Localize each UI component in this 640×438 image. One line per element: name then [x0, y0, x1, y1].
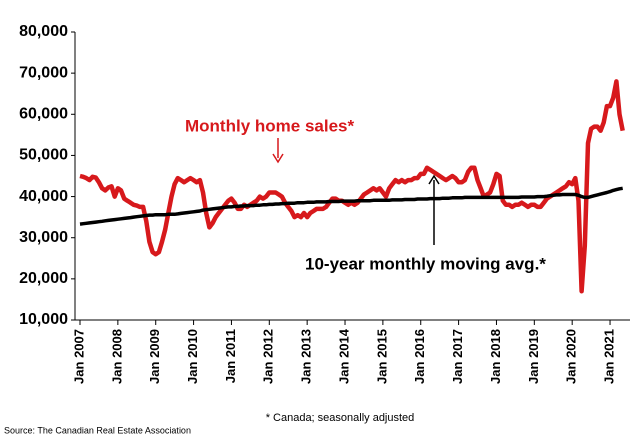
- line-series: [79, 186, 623, 226]
- x-tick-label: Jan 2017: [450, 329, 465, 384]
- x-tick-label: Jan 2020: [564, 329, 579, 384]
- x-tick-label: Jan 2010: [185, 329, 200, 384]
- annotation: 10-year monthly moving avg.*: [305, 254, 546, 273]
- x-tick-label: Jan 2008: [109, 329, 124, 384]
- footnote: * Canada; seasonally adjusted: [266, 412, 415, 424]
- annotation-arrowhead: [428, 174, 440, 185]
- x-tick-label: Jan 2007: [71, 329, 86, 384]
- y-tick-label: 30,000: [19, 229, 68, 246]
- x-tick-label: Jan 2016: [412, 329, 427, 384]
- x-tick-label: Jan 2011: [223, 329, 238, 383]
- source: Source: The Canadian Real Estate Associa…: [4, 425, 191, 435]
- x-tick-label: Jan 2018: [488, 329, 503, 384]
- y-tick-label: 80,000: [19, 23, 68, 40]
- x-tick-label: Jan 2013: [299, 329, 314, 384]
- annotation-arrowhead: [272, 153, 284, 164]
- x-tick-label: Jan 2021: [601, 329, 616, 384]
- annotation: Monthly home sales*: [185, 116, 354, 135]
- y-tick-label: 70,000: [19, 64, 68, 81]
- y-tick-label: 40,000: [19, 188, 68, 205]
- y-tick-label: 10,000: [19, 311, 68, 328]
- x-tick-label: Jan 2012: [261, 329, 276, 384]
- x-tick-label: Jan 2009: [147, 329, 162, 384]
- x-tick-label: Jan 2015: [374, 329, 389, 384]
- x-tick-label: Jan 2014: [336, 328, 351, 384]
- y-tick-label: 60,000: [19, 106, 68, 123]
- x-tick-label: Jan 2019: [526, 329, 541, 384]
- y-tick-label: 20,000: [19, 270, 68, 287]
- y-tick-label: 50,000: [19, 147, 68, 164]
